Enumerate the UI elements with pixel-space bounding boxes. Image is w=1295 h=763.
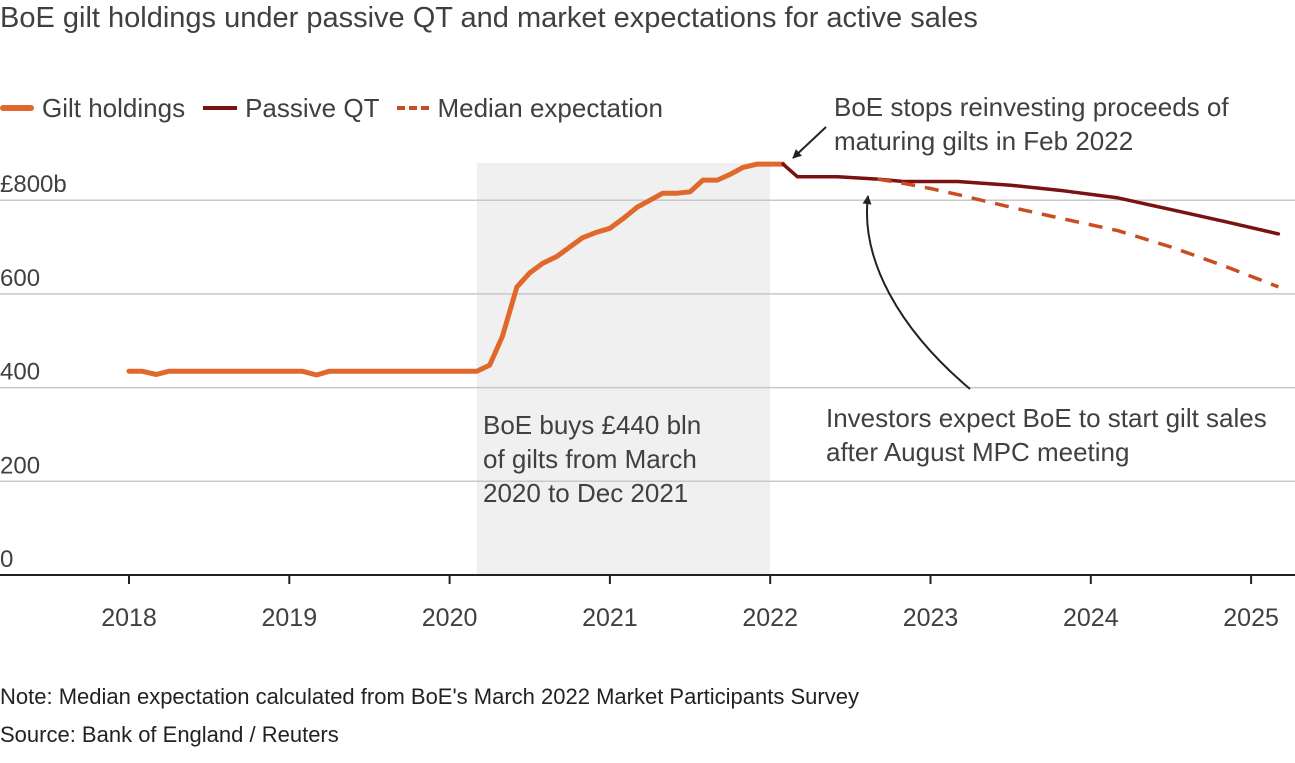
- series-line-gilt-holdings: [126, 161, 786, 378]
- annotation-investors: Investors expect BoE to start gilt sales…: [826, 403, 1267, 467]
- y-tick-label-0: 0: [0, 546, 13, 573]
- x-tick-label-2018: 2018: [101, 604, 157, 632]
- y-tick-label-800: £800b: [0, 171, 67, 198]
- x-tick-label-2019: 2019: [261, 604, 317, 632]
- legend-swatch-median-expectation: [397, 106, 430, 110]
- arrow-investors: [862, 195, 971, 390]
- x-tick-label-2020: 2020: [422, 604, 478, 632]
- legend-label-median-expectation: Median expectation: [437, 92, 663, 123]
- series-line-passive-qt: [781, 162, 1281, 236]
- annotation-qe: BoE buys £440 bln of gilts from March 2020…: [483, 410, 701, 508]
- legend-label-passive-qt: Passive QT: [245, 92, 380, 123]
- legend-item-gilt-holdings: Gilt holdings: [0, 93, 185, 124]
- chart-source: Source: Bank of England / Reuters: [0, 722, 339, 747]
- legend-swatch-gilt-holdings: [0, 105, 34, 111]
- x-tick-label-2025: 2025: [1223, 604, 1279, 632]
- chart-title: BoE gilt holdings under passive QT and m…: [0, 2, 978, 34]
- y-tick-label-600: 600: [0, 265, 40, 292]
- x-tick-label-2021: 2021: [582, 604, 638, 632]
- legend-label-gilt-holdings: Gilt holdings: [42, 92, 186, 123]
- chart-plot: 0 200 400 600 £800b 2018 2019 2020 2021 2022 2023…: [0, 92, 1295, 632]
- series-line-median-expectation: [877, 177, 1280, 289]
- arrow-reinvest: [792, 126, 827, 159]
- y-tick-label-400: 400: [0, 359, 40, 386]
- x-tick-label-2023: 2023: [903, 604, 959, 632]
- legend-item-median-expectation: Median expectation: [397, 92, 663, 124]
- x-tick-label-2024: 2024: [1063, 604, 1119, 632]
- legend: Gilt holdings Passive QT Median expectat…: [0, 92, 681, 124]
- shaded-region-qe: [476, 163, 771, 575]
- annotation-reinvest: BoE stops reinvesting proceeds of maturin…: [834, 92, 1229, 156]
- legend-item-passive-qt: Passive QT: [203, 93, 379, 124]
- chart-note: Note: Median expectation calculated from…: [0, 684, 859, 709]
- x-tick-label-2022: 2022: [742, 604, 798, 632]
- legend-swatch-passive-qt: [203, 106, 238, 110]
- y-tick-label-200: 200: [0, 452, 40, 479]
